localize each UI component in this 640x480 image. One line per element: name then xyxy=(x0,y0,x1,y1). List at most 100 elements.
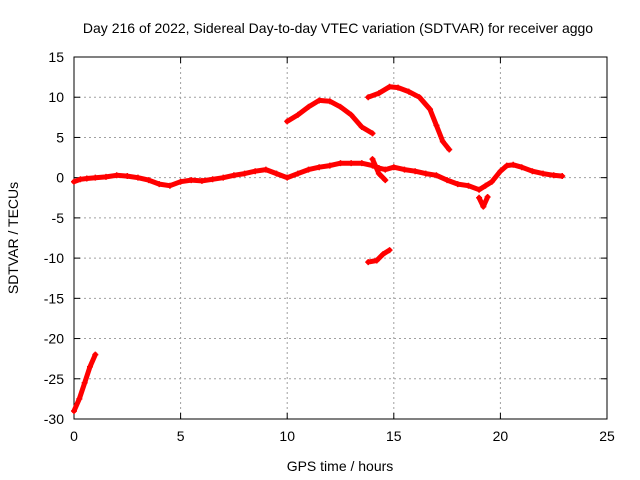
data-point xyxy=(484,193,491,200)
y-tick-label: 0 xyxy=(56,170,64,186)
y-tick-label: -10 xyxy=(44,250,64,266)
y-tick-label: 15 xyxy=(48,49,64,65)
y-tick-label: -30 xyxy=(44,411,64,427)
data-point xyxy=(386,247,393,254)
y-tick-label: 10 xyxy=(48,89,64,105)
data-point xyxy=(482,182,489,189)
data-point xyxy=(262,166,269,173)
data-point xyxy=(230,172,237,179)
data-point xyxy=(401,166,408,173)
data-point xyxy=(348,111,355,118)
y-tick-label: -25 xyxy=(44,371,64,387)
data-point xyxy=(305,166,312,173)
data-point xyxy=(316,97,323,104)
data-point xyxy=(198,177,205,184)
y-axis-label: SDTVAR / TECUs xyxy=(5,182,21,294)
data-point xyxy=(337,160,344,167)
data-point xyxy=(369,156,376,163)
data-point xyxy=(386,83,393,90)
data-point xyxy=(518,164,525,171)
data-point xyxy=(488,178,495,185)
y-tick-label: 5 xyxy=(56,129,64,145)
data-point xyxy=(71,178,77,185)
data-point xyxy=(540,170,547,177)
x-tick-label: 20 xyxy=(493,428,509,444)
data-point xyxy=(156,181,163,188)
plot-frame xyxy=(73,56,608,420)
data-point xyxy=(390,164,397,171)
data-point xyxy=(559,173,566,180)
data-point xyxy=(92,351,99,358)
data-point xyxy=(503,162,510,169)
data-point xyxy=(220,174,227,181)
data-point xyxy=(454,181,461,188)
data-point xyxy=(77,176,84,183)
data-point xyxy=(326,162,333,169)
data-point xyxy=(373,257,380,264)
x-tick-label: 15 xyxy=(386,428,402,444)
data-point xyxy=(480,203,487,210)
data-point xyxy=(427,106,434,113)
data-point xyxy=(316,164,323,171)
data-point xyxy=(124,173,131,180)
data-point xyxy=(382,166,389,173)
data-point xyxy=(529,168,536,175)
data-point xyxy=(326,98,333,105)
data-point xyxy=(113,172,120,179)
data-point xyxy=(102,173,109,180)
series-group xyxy=(71,83,566,414)
data-point xyxy=(465,182,472,189)
data-point xyxy=(71,407,77,414)
data-point xyxy=(416,94,423,101)
x-tick-label: 5 xyxy=(177,428,185,444)
grid xyxy=(74,57,607,419)
data-point xyxy=(550,172,557,179)
data-point xyxy=(92,174,99,181)
series-line-arc-2 xyxy=(365,84,452,152)
data-point xyxy=(444,177,451,184)
x-tick-label: 10 xyxy=(279,428,295,444)
series-line-arc-1 xyxy=(284,97,375,136)
data-point xyxy=(83,175,90,182)
data-point xyxy=(365,259,372,266)
data-point xyxy=(81,379,88,386)
data-point xyxy=(358,160,365,167)
data-point xyxy=(375,170,382,177)
data-point xyxy=(476,194,483,201)
data-point xyxy=(510,161,517,168)
data-point xyxy=(365,94,372,101)
data-point xyxy=(177,178,184,185)
data-point xyxy=(188,177,195,184)
data-point xyxy=(284,118,291,125)
data-point xyxy=(252,168,259,175)
data-point xyxy=(209,176,216,183)
data-point xyxy=(273,170,280,177)
data-point xyxy=(433,122,440,129)
data-point xyxy=(166,182,173,189)
data-point xyxy=(405,88,412,95)
series-line-low-segment xyxy=(365,247,392,265)
data-point xyxy=(375,90,382,97)
data-point xyxy=(284,174,291,181)
x-tick-label: 25 xyxy=(599,428,615,444)
data-point xyxy=(382,177,389,184)
data-point xyxy=(358,123,365,130)
x-axis-label: GPS time / hours xyxy=(287,458,394,474)
data-point xyxy=(433,172,440,179)
data-point xyxy=(134,174,141,181)
y-tick-label: -20 xyxy=(44,331,64,347)
data-point xyxy=(369,130,376,137)
data-point xyxy=(422,170,429,177)
data-point xyxy=(337,103,344,110)
chart-title: Day 216 of 2022, Sidereal Day-to-day VTE… xyxy=(83,20,593,36)
data-point xyxy=(305,103,312,110)
data-point xyxy=(294,111,301,118)
axis-ticks: 0 5 10 15 20 25 -30 -25 -20 -15 -10 -5 0 5 10 15 xyxy=(44,49,615,444)
data-point xyxy=(395,84,402,91)
data-point xyxy=(476,186,483,193)
y-tick-label: -5 xyxy=(52,210,65,226)
data-point xyxy=(145,177,152,184)
y-tick-label: -15 xyxy=(44,290,64,306)
x-tick-label: 0 xyxy=(70,428,78,444)
